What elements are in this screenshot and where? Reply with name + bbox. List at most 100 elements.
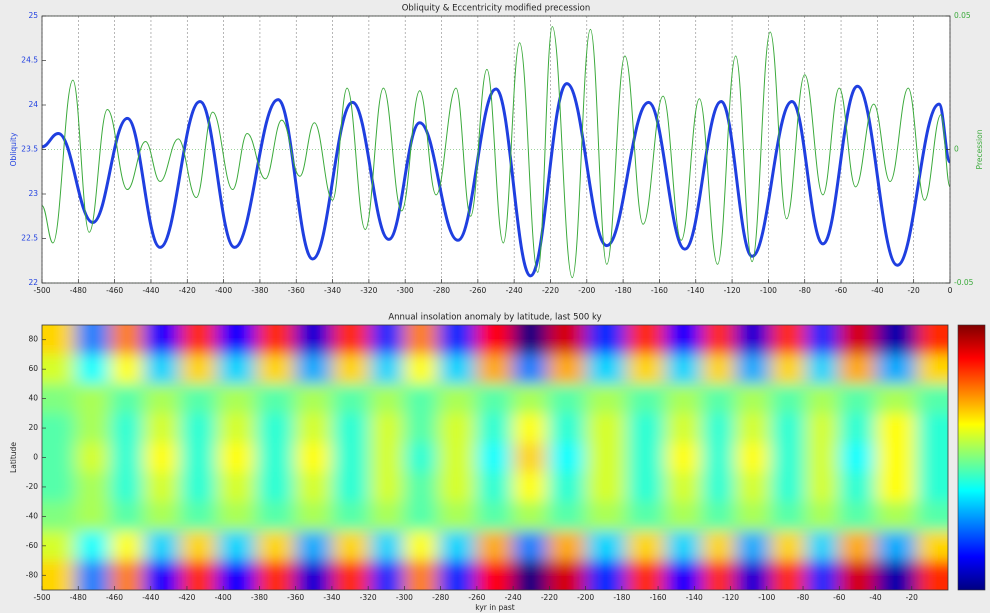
x-tick-label: -480 xyxy=(70,286,87,295)
x-tick-label: -100 xyxy=(758,593,775,602)
y2-tick-label: 0.05 xyxy=(954,11,971,20)
heatmap-cell xyxy=(216,531,257,562)
heatmap-cell xyxy=(735,472,771,503)
heatmap-cell xyxy=(294,383,333,414)
heatmap-cell xyxy=(475,383,513,414)
y-tick-label: -20 xyxy=(26,482,38,491)
heatmap-cell xyxy=(475,560,513,590)
heatmap-cell xyxy=(369,560,404,590)
heatmap-cell xyxy=(626,325,666,355)
x-tick-label: -100 xyxy=(760,286,777,295)
heatmap-cell xyxy=(547,442,587,473)
x-tick-label: -500 xyxy=(33,286,50,295)
heatmap-cell xyxy=(838,383,877,414)
heatmap-cell xyxy=(770,472,807,503)
heatmap-cell xyxy=(75,442,111,473)
heatmap-cell xyxy=(369,383,404,414)
heatmap-cell xyxy=(437,472,477,503)
heatmap-cell xyxy=(665,472,703,503)
heatmap-cell xyxy=(770,383,807,414)
heatmap-cell xyxy=(331,501,371,532)
heatmap-cell xyxy=(701,325,736,355)
x-tick-label: -440 xyxy=(142,286,159,295)
heatmap-cell xyxy=(585,442,627,473)
heatmap-cell xyxy=(331,383,371,414)
heatmap-cell xyxy=(331,442,371,473)
heatmap-cell xyxy=(331,472,371,503)
y-tick-label: 60 xyxy=(28,364,38,373)
heatmap-cell xyxy=(701,354,736,385)
x-tick-label: -440 xyxy=(142,593,159,602)
y2-tick-label: 0 xyxy=(954,145,959,154)
heatmap-cell xyxy=(626,383,666,414)
heatmap-cell xyxy=(838,413,877,444)
heatmap-cell xyxy=(42,354,77,385)
heatmap-cell xyxy=(403,354,439,385)
heatmap-cell xyxy=(331,413,371,444)
heatmap-cell xyxy=(626,442,666,473)
heatmap-cell xyxy=(75,325,111,355)
heatmap-cell xyxy=(437,325,477,355)
heatmap-cell xyxy=(255,413,296,444)
heatmap-cell xyxy=(735,413,771,444)
y-tick-label: 20 xyxy=(28,423,38,432)
heatmap-cell xyxy=(143,472,181,503)
heatmap-cell xyxy=(585,501,627,532)
x-tick-label: -240 xyxy=(506,286,523,295)
heatmap-cell xyxy=(585,354,627,385)
x-tick-label: -240 xyxy=(505,593,522,602)
heatmap-cell xyxy=(916,560,948,590)
heatmap-cell xyxy=(216,472,257,503)
y-tick-label: 22.5 xyxy=(21,234,38,243)
heatmap-cell xyxy=(294,413,333,444)
colorbar xyxy=(957,324,986,591)
heatmap-cell xyxy=(735,501,771,532)
heatmap-cell xyxy=(475,325,513,355)
heatmap-cell xyxy=(512,383,549,414)
heatmap-cell xyxy=(75,501,111,532)
heatmap-cell xyxy=(331,325,371,355)
heatmap-cell xyxy=(294,501,333,532)
heatmap-cell xyxy=(770,325,807,355)
x-tick-label: -380 xyxy=(251,593,268,602)
x-tick-label: -320 xyxy=(360,593,377,602)
heatmap-cell xyxy=(770,531,807,562)
heatmap-cell xyxy=(369,442,404,473)
heatmap-cell xyxy=(875,354,917,385)
heatmap-cell xyxy=(665,560,703,590)
heatmap-cell xyxy=(255,442,296,473)
heatmap-cell xyxy=(143,560,181,590)
heatmap-cell xyxy=(735,325,771,355)
heatmap-cell xyxy=(42,560,77,590)
heatmap-cell xyxy=(369,354,404,385)
heatmap-cell xyxy=(701,442,736,473)
heatmap-cell xyxy=(294,442,333,473)
x-axis-label: kyr in past xyxy=(475,603,514,612)
heatmap-cell xyxy=(770,354,807,385)
heatmap-cell xyxy=(838,325,877,355)
heatmap-cell xyxy=(475,531,513,562)
heatmap-cell xyxy=(437,501,477,532)
heatmap-cell xyxy=(475,354,513,385)
heatmap-cell xyxy=(75,531,111,562)
heatmap-cell xyxy=(665,413,703,444)
heatmap-cell xyxy=(294,560,333,590)
heatmap-cell xyxy=(875,442,917,473)
x-tick-label: -460 xyxy=(106,286,123,295)
heatmap-cell xyxy=(403,413,439,444)
heatmap-cell xyxy=(75,413,111,444)
y-tick-label: 0 xyxy=(33,453,38,462)
heatmap-cell xyxy=(875,560,917,590)
x-tick-label: -460 xyxy=(106,593,123,602)
heatmap-cell xyxy=(403,472,439,503)
x-tick-label: -500 xyxy=(33,593,50,602)
y-tick-label: -60 xyxy=(26,541,38,550)
heatmap-cell xyxy=(42,501,77,532)
x-tick-label: -260 xyxy=(468,593,485,602)
heatmap-cell xyxy=(294,531,333,562)
heatmap-cell xyxy=(179,325,218,355)
x-tick-label: -400 xyxy=(215,286,232,295)
heatmap-cell xyxy=(875,383,917,414)
heatmap-cell xyxy=(735,442,771,473)
heatmap-cell xyxy=(916,325,948,355)
